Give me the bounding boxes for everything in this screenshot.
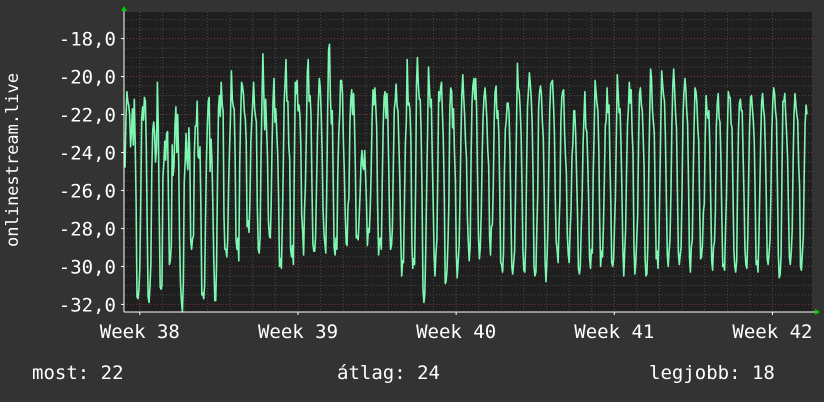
- plot-area: [124, 12, 812, 312]
- x-axis-arrow: [815, 309, 820, 315]
- x-tick-label: Week 42: [732, 321, 812, 343]
- y-tick-label: -26,0: [59, 180, 116, 202]
- stat-average-value: 24: [417, 362, 440, 384]
- x-tick-label: Week 39: [258, 321, 338, 343]
- y-tick-label: -20,0: [59, 67, 116, 89]
- y-tick-label: -24,0: [59, 143, 116, 165]
- x-tick-label: Week 41: [574, 321, 654, 343]
- x-tick-label: Week 38: [100, 321, 180, 343]
- y-axis-ticks: -18,0 -20,0 -22,0 -24,0 -26,0 -28,0 -30,0 -32,0: [59, 29, 124, 316]
- x-axis-ticks: Week 38 Week 39 Week 40 Week 41 Week 42: [100, 312, 812, 343]
- axes: [121, 6, 820, 315]
- y-axis-label: onlinestream.live: [3, 73, 23, 247]
- stat-average: átlag: 24: [337, 362, 440, 384]
- y-tick-label: -28,0: [59, 218, 116, 240]
- stat-best-value: 18: [751, 362, 775, 384]
- stat-current-label: most:: [32, 362, 90, 384]
- stat-best-label: legjobb:: [649, 362, 741, 384]
- stat-current: most: 22: [32, 362, 124, 384]
- y-axis-arrow: [121, 6, 127, 11]
- series-line: [124, 43, 808, 313]
- y-tick-label: -22,0: [59, 105, 116, 127]
- y-tick-label: -18,0: [59, 29, 116, 51]
- y-tick-label: -30,0: [59, 256, 116, 278]
- stat-best: legjobb: 18: [649, 362, 775, 384]
- y-axis-label-wrap: onlinestream.live: [0, 10, 26, 310]
- stat-average-label: átlag:: [337, 362, 406, 384]
- stat-current-value: 22: [100, 362, 124, 384]
- y-tick-label: -32,0: [59, 294, 116, 316]
- x-tick-label: Week 40: [416, 321, 496, 343]
